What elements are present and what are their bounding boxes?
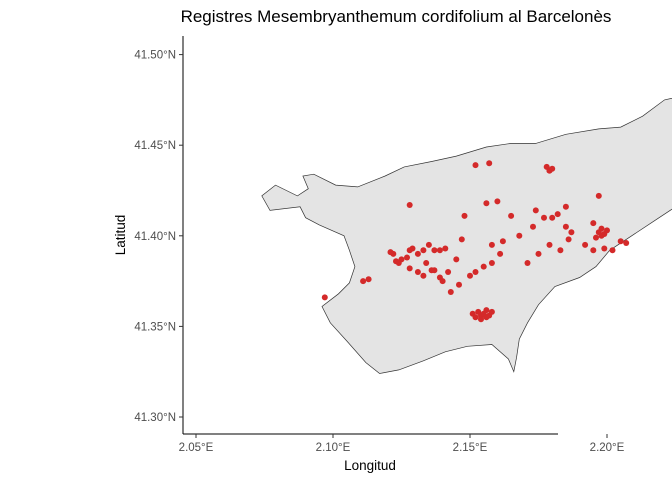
record-point	[431, 247, 438, 254]
x-axis-ticks: 2.05°E2.10°E2.15°E2.20°E2.25°E2.30°E	[179, 434, 625, 454]
y-tick-label: 41.50°N	[134, 50, 176, 62]
record-point	[524, 260, 531, 266]
record-point	[436, 247, 443, 254]
chart-title: Registres Mesembryanthemum cordifolium a…	[181, 7, 612, 26]
record-point	[478, 316, 484, 323]
record-point	[321, 294, 328, 301]
record-point	[557, 247, 564, 254]
record-point	[425, 241, 432, 248]
record-point	[623, 240, 630, 246]
y-axis-ticks: 41.30°N 41.35°N 41.40°N 41.45°N 41.50°N	[134, 50, 183, 424]
record-point	[472, 162, 479, 169]
record-point	[582, 241, 589, 248]
records-points-layer	[321, 160, 630, 323]
record-point	[420, 272, 427, 279]
y-tick-label: 41.35°N	[134, 321, 176, 333]
record-point	[541, 214, 547, 221]
record-point	[486, 160, 493, 167]
record-point	[530, 223, 536, 230]
record-point	[488, 260, 495, 266]
record-point	[483, 200, 490, 207]
record-point	[387, 249, 394, 256]
record-point	[414, 269, 421, 275]
record-point	[617, 238, 624, 245]
x-tick-label: 2.10°E	[316, 442, 351, 454]
record-point	[472, 269, 479, 275]
record-point	[508, 212, 515, 219]
x-tick-label: 2.05°E	[179, 442, 214, 454]
record-point	[535, 250, 542, 257]
record-point	[609, 247, 616, 254]
record-point	[494, 198, 501, 205]
record-point	[598, 232, 605, 239]
record-point	[601, 245, 608, 252]
record-point	[428, 267, 435, 274]
record-point	[562, 223, 569, 230]
record-point	[562, 203, 569, 210]
record-point	[590, 247, 597, 254]
record-point	[472, 314, 479, 321]
x-tick-label: 2.20°E	[590, 442, 625, 454]
record-point	[549, 214, 556, 221]
record-point	[436, 274, 443, 281]
record-point	[442, 245, 449, 252]
record-point	[565, 236, 572, 243]
record-point	[409, 245, 416, 252]
record-point	[365, 276, 372, 283]
record-point	[453, 256, 460, 263]
record-point	[406, 202, 413, 208]
y-tick-label: 41.40°N	[134, 231, 176, 243]
record-point	[480, 263, 487, 270]
barcelones-region-layer	[261, 97, 672, 374]
record-point	[546, 241, 553, 248]
record-point	[360, 278, 367, 285]
y-tick-label: 41.30°N	[134, 412, 176, 424]
record-point	[595, 192, 602, 199]
record-point	[393, 258, 399, 265]
record-point	[568, 229, 575, 236]
record-point	[406, 265, 413, 272]
y-tick-label: 41.45°N	[134, 140, 176, 152]
record-point	[445, 269, 452, 275]
record-point	[497, 250, 504, 257]
region-outline	[261, 97, 672, 374]
record-point	[546, 167, 553, 174]
record-point	[483, 307, 490, 314]
record-point	[483, 314, 490, 321]
record-point	[516, 232, 523, 239]
y-axis-title: Latitud	[113, 215, 128, 256]
record-point	[461, 212, 468, 219]
record-point	[488, 241, 495, 248]
record-point	[423, 260, 430, 266]
record-point	[404, 254, 410, 261]
record-point	[488, 308, 495, 315]
record-point	[467, 272, 473, 279]
record-point	[604, 227, 610, 234]
record-point	[590, 220, 597, 227]
record-point	[447, 289, 454, 295]
record-point	[456, 281, 462, 288]
record-point	[458, 236, 465, 243]
record-point	[532, 207, 539, 214]
record-point	[593, 234, 599, 241]
record-point	[420, 247, 427, 254]
record-point	[598, 225, 605, 232]
record-point	[414, 250, 421, 257]
record-point	[554, 211, 561, 218]
record-point	[499, 238, 506, 245]
x-tick-label: 2.15°E	[453, 442, 488, 454]
x-axis-title: Longitud	[344, 458, 396, 473]
record-point	[398, 256, 405, 263]
